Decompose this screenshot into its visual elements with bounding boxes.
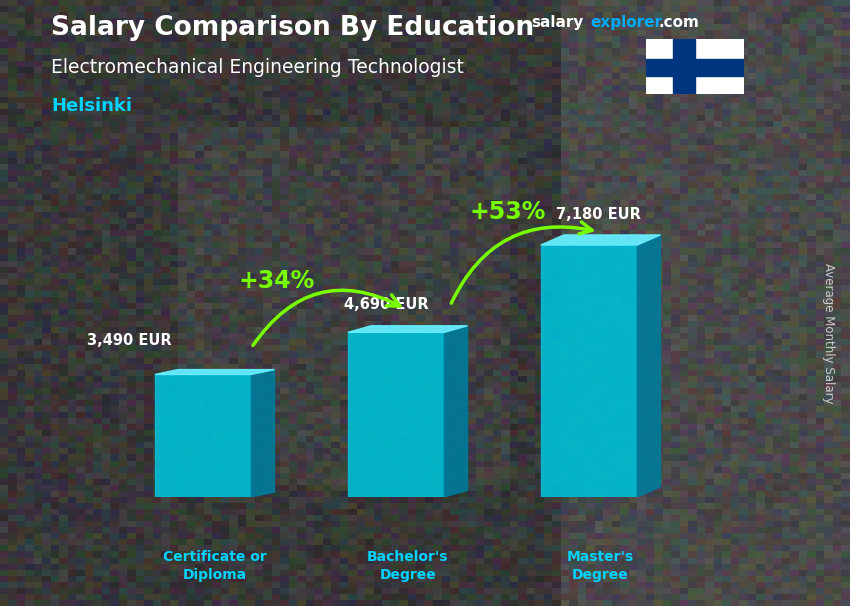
Polygon shape — [541, 245, 638, 497]
FancyArrowPatch shape — [451, 222, 592, 303]
Polygon shape — [155, 375, 252, 497]
Polygon shape — [445, 326, 468, 497]
Text: +53%: +53% — [470, 201, 547, 224]
Polygon shape — [541, 235, 660, 245]
Text: 7,180 EUR: 7,180 EUR — [556, 207, 641, 222]
Bar — [673, 39, 694, 94]
Text: Helsinki: Helsinki — [51, 97, 132, 115]
Text: explorer: explorer — [591, 15, 663, 30]
Text: Average Monthly Salary: Average Monthly Salary — [822, 263, 836, 404]
Text: +34%: +34% — [238, 269, 314, 293]
Polygon shape — [348, 332, 445, 497]
Text: 4,690 EUR: 4,690 EUR — [344, 298, 428, 312]
Text: Electromechanical Engineering Technologist: Electromechanical Engineering Technologi… — [51, 58, 464, 76]
Text: Bachelor's
Degree: Bachelor's Degree — [367, 550, 449, 582]
Polygon shape — [252, 370, 275, 497]
Polygon shape — [348, 326, 468, 332]
Text: Certificate or
Diploma: Certificate or Diploma — [163, 550, 267, 582]
FancyArrowPatch shape — [253, 290, 400, 345]
Text: 3,490 EUR: 3,490 EUR — [88, 333, 172, 348]
Text: salary: salary — [531, 15, 584, 30]
Text: Salary Comparison By Education: Salary Comparison By Education — [51, 15, 534, 41]
Polygon shape — [155, 370, 275, 375]
Text: Master's
Degree: Master's Degree — [567, 550, 634, 582]
Bar — [646, 59, 744, 76]
Polygon shape — [638, 235, 660, 497]
Text: .com: .com — [659, 15, 700, 30]
